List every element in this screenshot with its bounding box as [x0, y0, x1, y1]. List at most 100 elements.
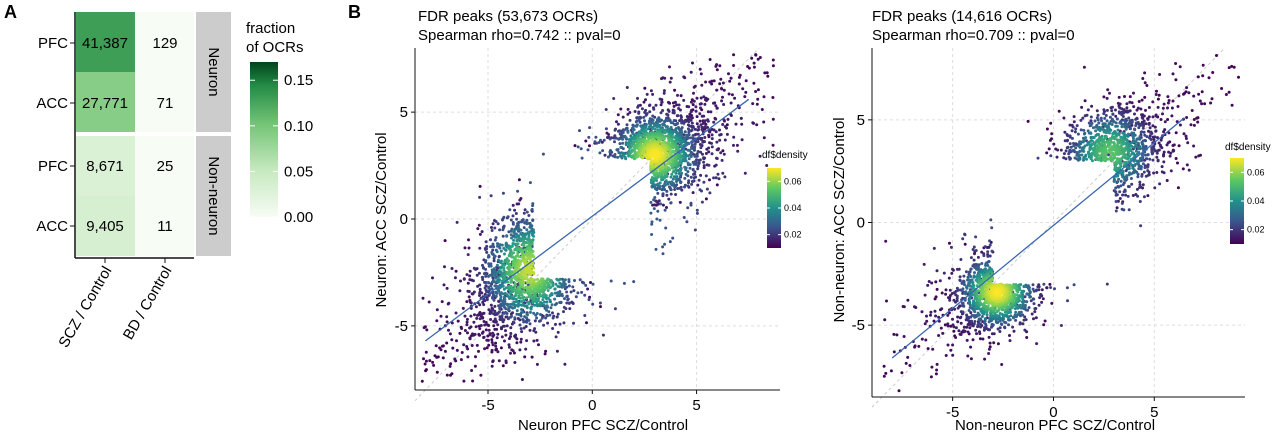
scatter-point [1144, 174, 1148, 178]
scatter-point [981, 337, 985, 341]
scatter-point [1158, 73, 1162, 76]
scatter-point [1064, 149, 1068, 153]
heatmap-cell [76, 12, 135, 72]
scatter-point [718, 64, 722, 68]
scatter-point [758, 56, 762, 59]
scatter-point [1022, 318, 1026, 322]
scatter-point [1151, 124, 1155, 128]
scatter-point [1104, 114, 1108, 117]
scatter-point [503, 273, 507, 277]
scatter-point [531, 204, 535, 208]
scatter-point [601, 149, 605, 153]
scatter-point [535, 316, 539, 320]
scatter-point [725, 126, 728, 130]
cell-label: 11 [157, 218, 173, 235]
scatter-point [1167, 150, 1171, 154]
scatter-point [972, 258, 976, 262]
scatter-point [1125, 102, 1129, 106]
scatter-point [972, 299, 975, 303]
scatter-point [755, 102, 759, 106]
scatter-point [1074, 127, 1078, 131]
scatter-point [667, 180, 671, 184]
scatter-point [1105, 96, 1109, 100]
scatter-point [522, 295, 526, 299]
scatter-point [1162, 160, 1166, 164]
scatter-point [992, 332, 996, 336]
scatter-point [665, 206, 668, 209]
scatter-point [496, 244, 499, 248]
scatter-point [1096, 153, 1100, 157]
scatter-point [484, 328, 488, 332]
scatter-point [618, 142, 622, 146]
scatter-point [598, 301, 602, 305]
scatter-point [980, 250, 984, 254]
scatter-point [968, 284, 972, 288]
scatter-point [504, 333, 508, 337]
cell-label: 71 [157, 95, 174, 112]
scatter-point [1135, 137, 1139, 141]
scatter-point [979, 325, 983, 329]
scatter-point [505, 234, 509, 238]
scatter-point [540, 277, 544, 281]
scatter-point [445, 341, 449, 345]
scatter-point [1048, 282, 1052, 286]
scatter-point [975, 332, 978, 336]
scatter-point [685, 220, 689, 224]
scatter-plot-neuron: FDR peaks (53,673 OCRs) Spearman rho=0.7… [373, 8, 808, 433]
scatter-point [729, 101, 733, 105]
scatter-point [700, 125, 704, 129]
scatter-point [1190, 109, 1194, 112]
scatter-point [511, 311, 514, 315]
scatter-point [920, 337, 924, 341]
panel-label-a: A [4, 2, 17, 22]
scatter-point [1056, 148, 1060, 152]
scatter-point [527, 232, 531, 236]
scatter-point [664, 179, 668, 183]
scatter-point [619, 107, 623, 111]
scatter-point [900, 371, 904, 375]
scatter-point [719, 77, 723, 81]
scatter-point [1069, 157, 1072, 160]
scatter-point [674, 193, 678, 196]
scatter-point [1082, 128, 1086, 132]
scatter-point [980, 315, 984, 318]
scatter-point [1134, 117, 1138, 121]
scatter-point [487, 281, 491, 285]
scatter-point [447, 301, 451, 305]
scatter-point [1022, 284, 1026, 288]
scatter-point [448, 364, 452, 368]
scatter-point [513, 361, 517, 364]
scatter-point [700, 83, 704, 87]
scatter-point [522, 280, 526, 284]
scatter-point [697, 178, 701, 182]
scatter-point [1211, 71, 1215, 74]
scatter-point [987, 245, 991, 249]
scatter-point [1144, 144, 1148, 148]
scatter-point [544, 316, 548, 320]
scatter-point [1182, 132, 1186, 136]
scatter-point [1033, 307, 1037, 311]
scatter-point [565, 290, 569, 294]
scatter-point [1094, 134, 1098, 137]
scatter-point [1116, 128, 1120, 132]
scatter-point [1125, 174, 1129, 178]
scatter-point [934, 372, 938, 376]
scatter-point [751, 121, 755, 125]
scatter-point [525, 285, 529, 289]
scatter-point [656, 209, 660, 213]
scatter-point [943, 323, 947, 327]
scatter-point [1141, 183, 1145, 187]
scatter-point [1147, 122, 1151, 126]
scatter-point [1110, 123, 1114, 126]
scatter-point [537, 286, 541, 289]
scatter-point [956, 320, 960, 324]
scatter-point [721, 95, 724, 99]
scatter-point [1020, 291, 1024, 295]
scatter-point [498, 243, 502, 247]
scatter-point [454, 311, 458, 315]
scatter-point [481, 316, 485, 320]
scatter-point [689, 136, 693, 140]
scatter-point [495, 271, 499, 275]
scatter-point [478, 195, 482, 199]
scatter-point [489, 194, 493, 198]
